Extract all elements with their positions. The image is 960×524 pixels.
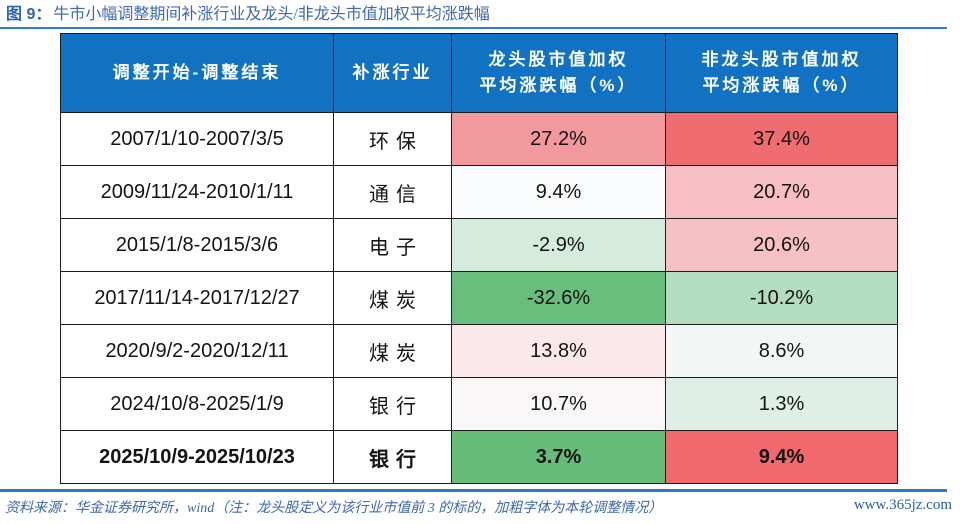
period-cell: 2015/1/8-2015/3/6 xyxy=(60,218,334,272)
nonleader-value-cell: 20.6% xyxy=(665,218,898,272)
table-row: 2015/1/8-2015/3/6 电子 -2.9% 20.6% xyxy=(60,218,898,272)
figure-title-text: 牛市小幅调整期间补涨行业及龙头/非龙头市值加权平均涨跌幅 xyxy=(53,6,490,23)
industry-cell: 环保 xyxy=(333,112,452,166)
header-nonleader-return: 非龙头股市值加权 平均涨跌幅（%） xyxy=(665,33,898,113)
leader-value-cell: 13.8% xyxy=(451,324,666,378)
header-industry: 补涨行业 xyxy=(333,33,452,113)
nonleader-value-cell: 8.6% xyxy=(665,324,898,378)
catchup-industries-table: 调整开始-调整结束 补涨行业 龙头股市值加权 平均涨跌幅（%） 非龙头股市值加权… xyxy=(60,33,898,484)
title-divider-line xyxy=(0,27,947,29)
period-cell: 2017/11/14-2017/12/27 xyxy=(60,271,334,325)
period-cell: 2024/10/8-2025/1/9 xyxy=(60,377,334,431)
nonleader-value-cell: 20.7% xyxy=(665,165,898,219)
site-link[interactable]: www.365jz.com xyxy=(853,497,952,513)
leader-value-cell: 27.2% xyxy=(451,112,666,166)
table-row: 2020/9/2-2020/12/11 煤炭 13.8% 8.6% xyxy=(60,324,898,378)
period-cell: 2020/9/2-2020/12/11 xyxy=(60,324,334,378)
nonleader-value-cell: -10.2% xyxy=(665,271,898,325)
footer-divider-line xyxy=(0,489,947,492)
table-row: 2024/10/8-2025/1/9 银行 10.7% 1.3% xyxy=(60,377,898,431)
header-period: 调整开始-调整结束 xyxy=(60,33,334,113)
header-leader-return: 龙头股市值加权 平均涨跌幅（%） xyxy=(451,33,666,113)
nonleader-value-cell: 37.4% xyxy=(665,112,898,166)
leader-value-cell: 9.4% xyxy=(451,165,666,219)
industry-cell: 银行 xyxy=(333,377,452,431)
period-cell: 2007/1/10-2007/3/5 xyxy=(60,112,334,166)
table-row-current-bold: 2025/10/9-2025/10/23 银行 3.7% 9.4% xyxy=(60,430,898,484)
figure-title: 图 9： 牛市小幅调整期间补涨行业及龙头/非龙头市值加权平均涨跌幅 xyxy=(6,3,490,27)
industry-cell: 通信 xyxy=(333,165,452,219)
source-note: 资料来源：华金证券研究所，wind（注：龙头股定义为该行业市值前 3 的标的，加… xyxy=(5,501,663,516)
nonleader-value-cell: 9.4% xyxy=(665,430,898,484)
table-row: 2009/11/24-2010/1/11 通信 9.4% 20.7% xyxy=(60,165,898,219)
leader-value-cell: -2.9% xyxy=(451,218,666,272)
header-row: 调整开始-调整结束 补涨行业 龙头股市值加权 平均涨跌幅（%） 非龙头股市值加权… xyxy=(60,33,898,113)
figure-number: 图 9： xyxy=(6,6,52,23)
table-row: 2017/11/14-2017/12/27 煤炭 -32.6% -10.2% xyxy=(60,271,898,325)
industry-cell: 电子 xyxy=(333,218,452,272)
industry-cell: 煤炭 xyxy=(333,324,452,378)
leader-value-cell: 3.7% xyxy=(451,430,666,484)
period-cell: 2009/11/24-2010/1/11 xyxy=(60,165,334,219)
period-cell: 2025/10/9-2025/10/23 xyxy=(60,430,334,484)
leader-value-cell: 10.7% xyxy=(451,377,666,431)
industry-cell: 煤炭 xyxy=(333,271,452,325)
industry-cell: 银行 xyxy=(333,430,452,484)
nonleader-value-cell: 1.3% xyxy=(665,377,898,431)
leader-value-cell: -32.6% xyxy=(451,271,666,325)
table-row: 2007/1/10-2007/3/5 环保 27.2% 37.4% xyxy=(60,112,898,166)
